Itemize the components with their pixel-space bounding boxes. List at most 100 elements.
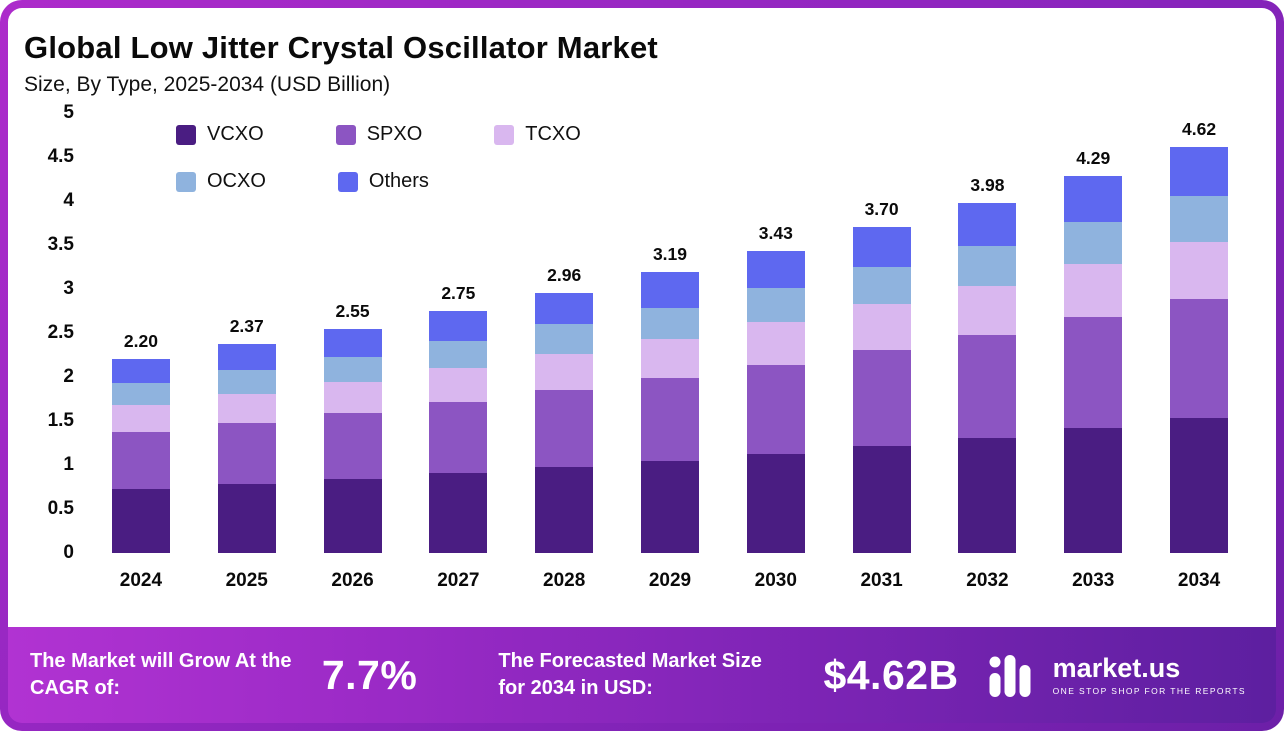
bar-total-label: 3.98 bbox=[970, 174, 1005, 195]
bar-segment-others bbox=[958, 202, 1017, 246]
y-tick-label: 0 bbox=[63, 542, 74, 563]
bar-total-label: 2.75 bbox=[441, 283, 476, 304]
bar-total-label: 2.20 bbox=[123, 331, 158, 352]
x-axis-label: 2034 bbox=[1177, 570, 1221, 591]
bar-segment-others bbox=[640, 272, 699, 308]
bar-total-label: 2.96 bbox=[547, 264, 582, 285]
x-axis-label: 2029 bbox=[648, 570, 692, 591]
bar-segment-ocxo bbox=[111, 383, 170, 406]
bar-total-label: 3.19 bbox=[652, 244, 687, 265]
stacked-bar bbox=[852, 227, 911, 553]
bar-segment-vcxo bbox=[746, 453, 805, 553]
bar-segment-spxo bbox=[1170, 298, 1229, 419]
bar-segment-spxo bbox=[535, 390, 594, 467]
bar-segment-others bbox=[852, 227, 911, 268]
bar-segment-vcxo bbox=[217, 484, 276, 553]
stacked-bar bbox=[111, 359, 170, 553]
y-tick-label: 1.5 bbox=[47, 410, 74, 431]
chart-subtitle: Size, By Type, 2025-2034 (USD Billion) bbox=[24, 73, 391, 96]
y-tick-label: 3 bbox=[63, 278, 74, 299]
bar-segment-tcxo bbox=[323, 382, 382, 414]
bar-segment-spxo bbox=[111, 431, 170, 489]
bar-segment-tcxo bbox=[640, 339, 699, 378]
x-axis-label: 2032 bbox=[966, 570, 1009, 591]
bar-segment-ocxo bbox=[958, 245, 1017, 286]
y-tick-label: 0.5 bbox=[47, 498, 74, 519]
bar-group: 4.62 2034 bbox=[1146, 113, 1252, 592]
chart-title: Global Low Jitter Crystal Oscillator Mar… bbox=[24, 30, 658, 65]
brand-tagline: ONE STOP SHOP FOR THE REPORTS bbox=[1052, 685, 1246, 696]
y-tick-label: 5 bbox=[63, 102, 74, 123]
stacked-bar bbox=[535, 292, 594, 553]
x-axis-label: 2030 bbox=[754, 570, 797, 591]
bar-segment-tcxo bbox=[958, 285, 1017, 335]
bar-segment-tcxo bbox=[852, 303, 911, 350]
bar-segment-spxo bbox=[958, 334, 1017, 438]
y-tick-label: 4 bbox=[63, 190, 74, 211]
bar-segment-ocxo bbox=[1064, 222, 1123, 265]
bar-segment-vcxo bbox=[852, 445, 911, 553]
bar-segment-others bbox=[217, 344, 276, 370]
brand-name: market.us bbox=[1052, 653, 1181, 684]
bar-segment-others bbox=[746, 251, 805, 289]
bar-total-label: 2.37 bbox=[229, 316, 264, 337]
forecast-value: $4.62B bbox=[823, 651, 959, 698]
bar-group: 3.43 2030 bbox=[723, 113, 829, 592]
y-tick-label: 2.5 bbox=[47, 322, 74, 343]
stacked-bar bbox=[429, 311, 488, 553]
bar-segment-vcxo bbox=[1064, 428, 1123, 553]
chart: 0 0.5 1 1.5 2 2.5 3 3.5 4 4.5 5 2.20 2024 2.37 2025 2.… bbox=[24, 102, 1252, 592]
bar-segment-spxo bbox=[429, 401, 488, 473]
y-tick-label: 3.5 bbox=[47, 234, 74, 255]
forecast-label: The Forecasted Market Size for 2034 in U… bbox=[498, 650, 762, 699]
bar-group: 3.19 2029 bbox=[617, 113, 723, 592]
bar-segment-vcxo bbox=[111, 488, 170, 553]
cagr-label: The Market will Grow At the CAGR of: bbox=[30, 650, 292, 699]
bar-segment-others bbox=[429, 311, 488, 341]
bar-segment-tcxo bbox=[429, 368, 488, 402]
bar-group: 2.20 2024 bbox=[88, 113, 194, 592]
bar-segment-ocxo bbox=[640, 307, 699, 340]
bar-segment-others bbox=[111, 359, 170, 384]
stacked-bar bbox=[217, 344, 276, 553]
brand-icon bbox=[989, 655, 1031, 697]
brand-text: market.us ONE STOP SHOP FOR THE REPORTS bbox=[1052, 653, 1246, 696]
x-axis-label: 2027 bbox=[437, 570, 480, 591]
y-tick-label: 1 bbox=[63, 454, 74, 475]
x-axis-label: 2033 bbox=[1072, 570, 1115, 591]
bar-segment-vcxo bbox=[323, 479, 382, 553]
bar-total-label: 4.62 bbox=[1182, 118, 1217, 139]
bar-segment-others bbox=[323, 328, 382, 357]
footer-banner: The Market will Grow At the CAGR of: 7.7… bbox=[8, 627, 1276, 723]
bar-segment-spxo bbox=[746, 364, 805, 454]
bar-segment-tcxo bbox=[535, 354, 594, 391]
bar-segment-spxo bbox=[217, 422, 276, 485]
y-tick-label: 2 bbox=[63, 366, 74, 387]
bar-segment-tcxo bbox=[1064, 264, 1123, 318]
bar-segment-others bbox=[1170, 146, 1229, 196]
x-axis-label: 2026 bbox=[331, 570, 374, 591]
bar-group: 4.29 2033 bbox=[1040, 113, 1146, 592]
stacked-bar bbox=[746, 251, 805, 553]
bar-segment-ocxo bbox=[1170, 195, 1229, 242]
bar-segment-spxo bbox=[323, 413, 382, 480]
bar-group: 3.98 2032 bbox=[935, 113, 1041, 592]
bar-segment-spxo bbox=[1064, 317, 1123, 429]
chart-card: Global Low Jitter Crystal Oscillator Mar… bbox=[8, 8, 1276, 627]
bar-total-label: 3.70 bbox=[864, 199, 899, 220]
bar-segment-ocxo bbox=[217, 370, 276, 394]
bar-total-label: 3.43 bbox=[758, 223, 793, 244]
bar-segment-ocxo bbox=[323, 356, 382, 383]
stacked-bar bbox=[640, 272, 699, 553]
bar-segment-ocxo bbox=[852, 267, 911, 304]
y-tick-label: 4.5 bbox=[47, 146, 74, 167]
cagr-value: 7.7% bbox=[321, 651, 418, 698]
bar-segment-tcxo bbox=[1170, 241, 1229, 299]
bar-total-label: 4.29 bbox=[1076, 147, 1111, 168]
y-axis: 0 0.5 1 1.5 2 2.5 3 3.5 4 4.5 5 bbox=[24, 102, 88, 563]
bar-segment-vcxo bbox=[958, 437, 1017, 553]
bar-segment-spxo bbox=[640, 377, 699, 461]
plot-area: 2.20 2024 2.37 2025 2.55 2026 2.75 2027 2.96 2028… bbox=[88, 113, 1252, 592]
stacked-bar bbox=[1064, 175, 1123, 553]
bar-segment-tcxo bbox=[746, 322, 805, 365]
